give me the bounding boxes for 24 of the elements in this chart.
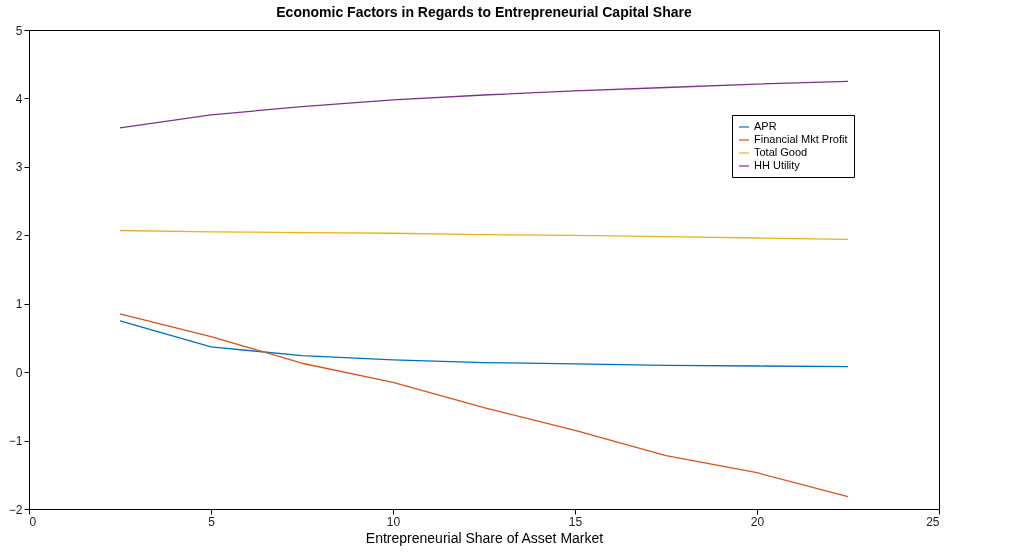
x-tick-label: 20 xyxy=(750,514,765,529)
x-tick-label: 0 xyxy=(29,514,37,529)
line-series xyxy=(119,229,849,241)
legend-label: APR xyxy=(754,120,777,132)
x-tick-label: 10 xyxy=(386,514,401,529)
x-tick-label: 15 xyxy=(568,514,583,529)
y-tick-label: 3 xyxy=(15,160,23,175)
y-tick-label: 2 xyxy=(15,228,23,243)
y-tick-label: 4 xyxy=(15,91,23,106)
x-tick-label: 5 xyxy=(208,514,216,529)
legend-label: Financial Mkt Profit xyxy=(754,133,848,145)
line-series xyxy=(119,80,849,129)
legend-label: Total Good xyxy=(754,146,808,158)
x-tick-label: 25 xyxy=(926,514,940,529)
chart-title: Economic Factors in Regards to Entrepreneurial Capital Share xyxy=(276,4,692,20)
y-tick-label: −1 xyxy=(8,434,23,449)
y-tick-label: 0 xyxy=(15,365,23,380)
y-tick-label: 5 xyxy=(15,23,23,38)
y-tick-label: 1 xyxy=(15,297,23,312)
legend-label: HH Utility xyxy=(754,159,801,171)
x-axis-title: Entrepreneurial Share of Asset Market xyxy=(365,529,604,546)
line-series xyxy=(119,313,849,498)
y-tick-label: −2 xyxy=(8,502,23,517)
line-series xyxy=(119,320,849,368)
